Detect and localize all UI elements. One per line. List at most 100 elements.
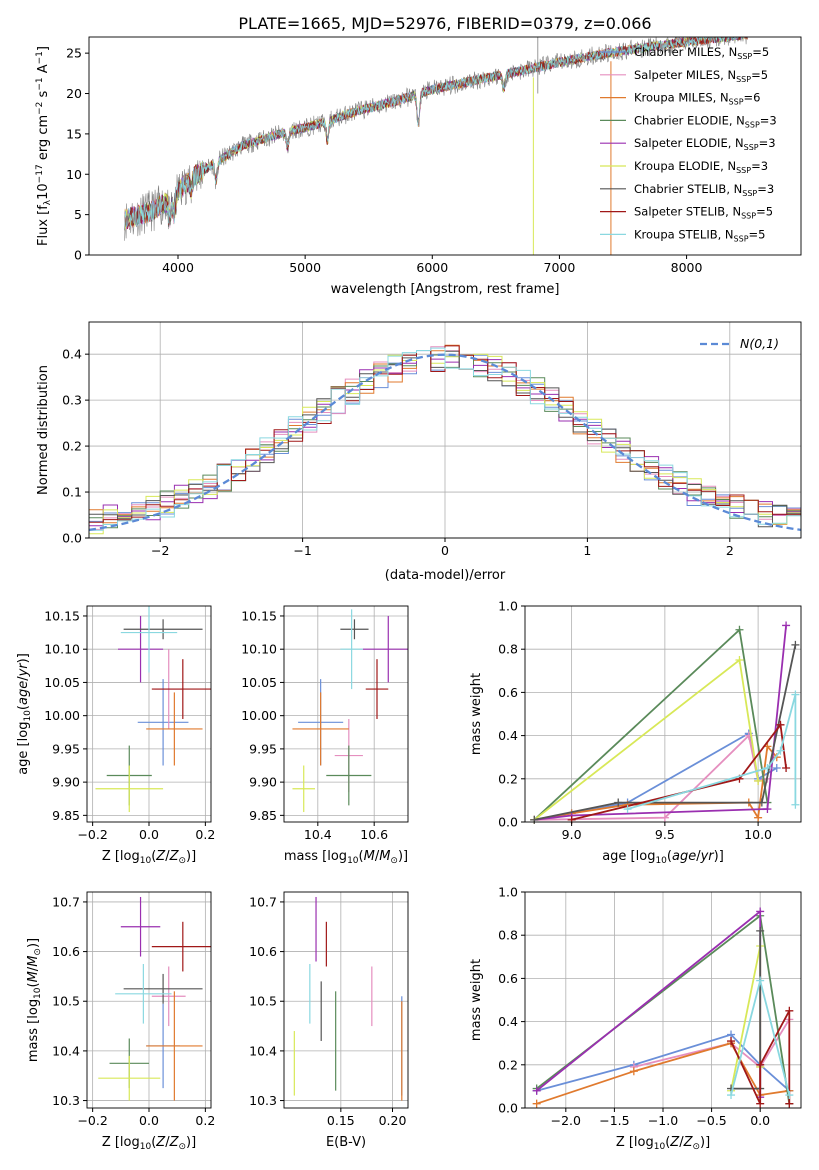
weight-series — [536, 909, 762, 1098]
axes-frame — [88, 36, 802, 256]
y-tick-label: 10.10 — [241, 642, 277, 657]
y-tick-label: 10.7 — [52, 894, 80, 909]
plot-area — [89, 344, 801, 537]
errorbars — [95, 606, 211, 813]
weight-marker — [782, 764, 791, 772]
histogram-step — [89, 347, 801, 537]
y-tick-label: 5 — [74, 207, 82, 222]
weight-marker — [785, 1099, 794, 1108]
y-tick-label: 0.0 — [498, 1101, 518, 1116]
x-tick-label: 0.20 — [379, 1113, 407, 1128]
x-tick-label: −1 — [293, 543, 311, 558]
model-spectrum — [124, 37, 748, 231]
legend-label: Kroupa ELODIE, NSSP=3 — [634, 159, 768, 175]
panel-spectrum: 4000 5000 6000 7000 8000 0 5 10 15 20 25 Chabrier M… — [35, 36, 802, 297]
y-tick-label: 0.8 — [498, 928, 518, 943]
weight-series — [534, 625, 787, 821]
model-spectrum — [124, 37, 747, 231]
y-tick-label: 0.3 — [62, 393, 82, 408]
x-tick-label: 0.0 — [139, 827, 159, 842]
x-axis-label: age [log10(age/yr)] — [602, 849, 724, 866]
x-tick-label: 0.0 — [139, 1113, 159, 1128]
x-tick-label: −1.5 — [599, 1113, 629, 1128]
legend: N(0,1) — [700, 336, 779, 351]
weight-marker — [785, 1006, 794, 1015]
weight-series — [627, 694, 797, 810]
model-spectrum — [124, 37, 748, 231]
y-tick-label: 1.0 — [498, 885, 518, 900]
weight-marker — [791, 800, 800, 809]
weight-marker — [614, 798, 623, 807]
y-tick-label: 10.6 — [249, 944, 277, 959]
x-tick-label: 8000 — [671, 260, 703, 275]
y-tick-label: 10.15 — [241, 608, 277, 623]
weight-marker — [757, 798, 766, 807]
y-tick-label: 10.00 — [241, 708, 277, 723]
y-tick-label: 10.05 — [44, 675, 80, 690]
errorbars — [98, 896, 211, 1101]
weight-marker — [776, 720, 785, 729]
x-tick-label: 1 — [583, 543, 591, 558]
x-axis-label: Z [log10(Z/Z⊙)] — [616, 1135, 710, 1152]
panel-residuals: −2 −1 0 1 2 0.0 0.1 0.2 0.3 0.4 N(0,1) (data-model)… — [36, 321, 802, 583]
x-tick-label: −1.0 — [648, 1113, 678, 1128]
x-axis-label: (data-model)/error — [385, 568, 506, 583]
y-tick-label: 0.2 — [498, 1057, 518, 1072]
y-tick-label: 10.15 — [44, 608, 80, 623]
weight-marker — [791, 640, 800, 649]
weight-series — [571, 722, 787, 821]
weight-marker — [735, 656, 744, 664]
y-tick-label: 10.3 — [249, 1093, 277, 1108]
y-tick-label: 10.4 — [52, 1043, 80, 1058]
y-tick-label: 1.0 — [498, 599, 518, 614]
y-axis-label: mass [log10(M/M⊙)] — [26, 938, 43, 1062]
weight-marker — [785, 1091, 794, 1100]
plot-area — [95, 606, 211, 813]
y-axis-label: mass weight — [469, 673, 484, 755]
legend-label: N(0,1) — [740, 336, 779, 351]
panel-age-vs-Z: −0.2 0.0 0.2 9.85 9.90 9.95 10.00 10.05 10.10 10.… — [16, 605, 215, 866]
x-tick-label: 10.6 — [360, 827, 388, 842]
model-spectrum — [124, 37, 747, 231]
weight-marker — [754, 776, 763, 785]
y-tick-label: 0.2 — [62, 439, 82, 454]
y-axis-label: Normed distribution — [36, 365, 51, 495]
legend-label: Kroupa MILES, NSSP=6 — [634, 91, 760, 107]
x-tick-label: 6000 — [416, 260, 448, 275]
legend-label: Chabrier MILES, NSSP=5 — [634, 45, 769, 61]
legend: Chabrier MILES, NSSP=5 Salpeter MILES, NS… — [600, 45, 777, 243]
panel-mass-vs-Z: −0.2 0.0 0.2 10.3 10.4 10.5 10.6 10.7 Z [log10(Z… — [26, 891, 215, 1152]
x-tick-label: 0.2 — [195, 827, 215, 842]
x-tick-label: 2 — [726, 543, 734, 558]
panel-age-vs-mass: 10.4 10.6 9.85 9.90 9.95 10.00 10.05 10.10 10.15… — [241, 605, 409, 866]
x-tick-label: −2 — [151, 543, 169, 558]
panel-weight-vs-age: 9.0 9.5 10.0 0.0 0.2 0.4 0.6 0.8 1.0 age [log10(a… — [469, 599, 802, 866]
panel-mass-vs-EBV: 0.15 0.20 10.3 10.4 10.5 10.6 10.7 E(B-V) — [249, 891, 409, 1150]
y-tick-label: 20 — [66, 86, 82, 101]
y-tick-label: 25 — [66, 46, 82, 61]
model-spectrum — [124, 37, 747, 231]
weight-series — [533, 658, 759, 821]
spectrum-lines — [124, 37, 748, 255]
x-tick-label: 9.5 — [655, 827, 675, 842]
x-tick-label: 4000 — [162, 260, 194, 275]
plot-area — [530, 621, 800, 824]
x-tick-label: 7000 — [544, 260, 576, 275]
x-axis-label: wavelength [Angstrom, rest frame] — [331, 282, 560, 297]
plot-area — [98, 896, 211, 1101]
plot-area — [124, 37, 748, 255]
x-axis-label: E(B-V) — [326, 1135, 366, 1150]
weight-series — [533, 627, 769, 821]
y-tick-label: 10.10 — [44, 642, 80, 657]
model-spectrum — [124, 37, 747, 231]
x-tick-label: 0.15 — [327, 1113, 355, 1128]
y-tick-label: 0.4 — [498, 1014, 518, 1029]
model-spectrum — [124, 37, 747, 231]
weight-lines — [532, 907, 794, 1108]
weight-series — [534, 744, 778, 821]
weight-series — [534, 644, 797, 821]
weight-marker — [763, 764, 772, 772]
weight-marker — [763, 805, 772, 814]
weight-marker — [735, 625, 744, 634]
axes-frame — [283, 891, 409, 1109]
